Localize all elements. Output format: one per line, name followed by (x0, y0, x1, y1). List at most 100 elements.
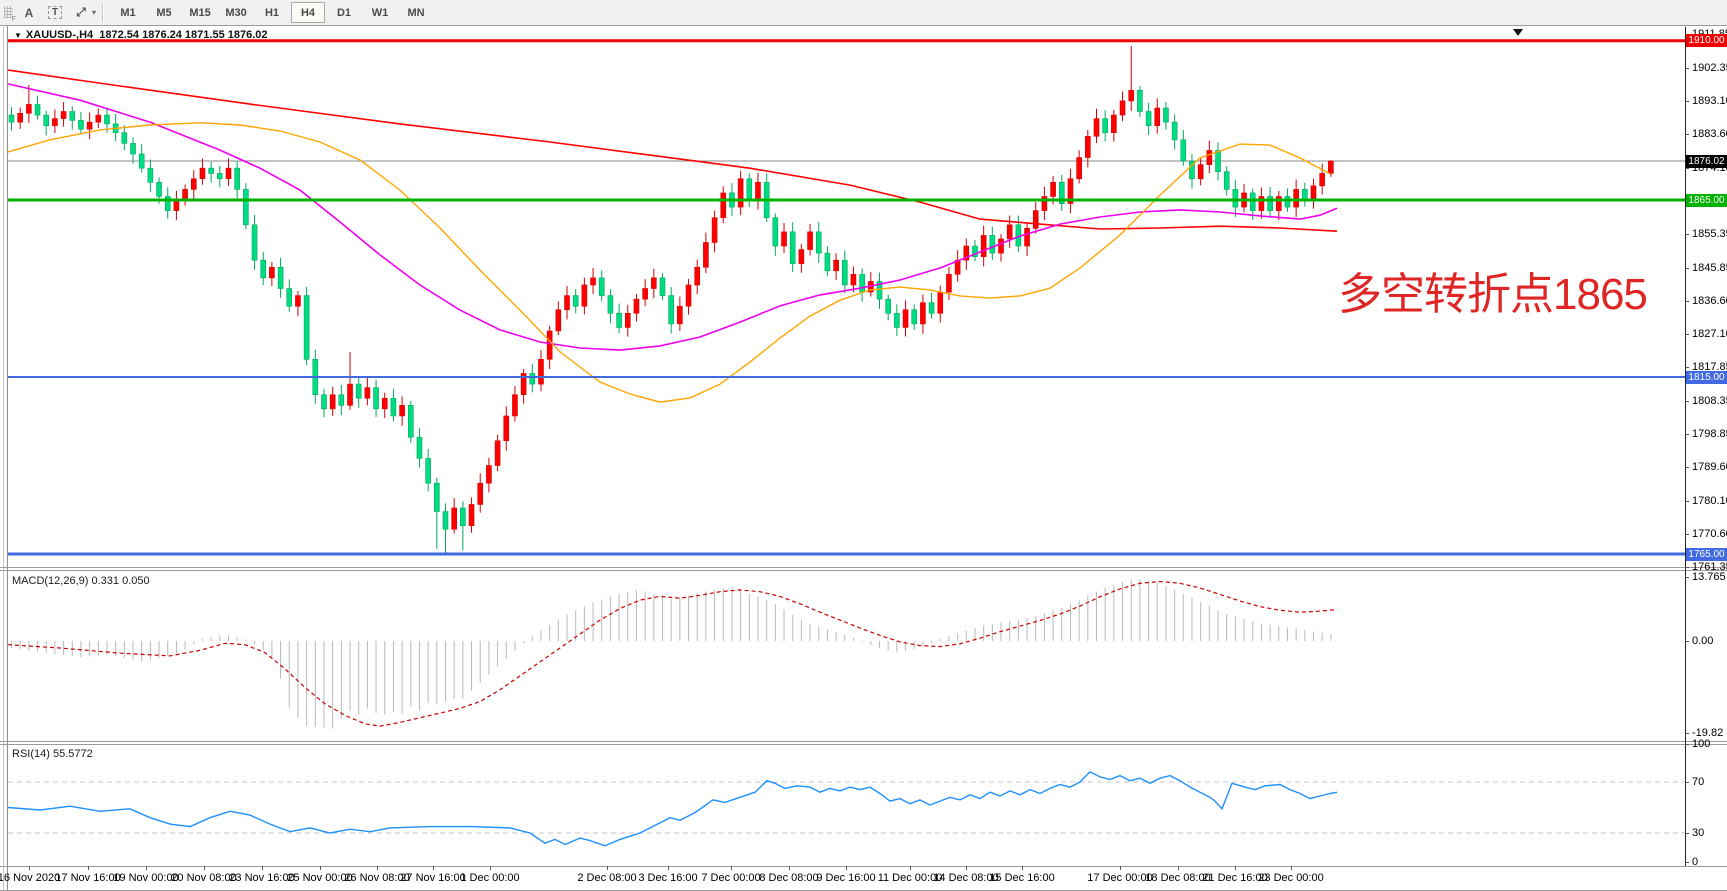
macd-tick-mark (1685, 641, 1689, 642)
price-tick-mark (1685, 366, 1689, 368)
candle-body (1180, 139, 1187, 162)
chart-window[interactable] (0, 25, 1727, 891)
candle-body (95, 114, 102, 123)
candle-body (703, 242, 709, 268)
candle-body (937, 291, 944, 314)
rsi-tick-mark (1685, 743, 1689, 745)
arrows-tool-icon[interactable]: ⤢ (76, 5, 86, 19)
candle-body (138, 153, 145, 169)
time-tick-mark (607, 866, 608, 870)
pane-separator[interactable] (0, 744, 1727, 745)
candle-body (512, 394, 518, 417)
pane-separator[interactable] (0, 741, 1727, 742)
pane-separator[interactable] (0, 570, 1727, 571)
candle-body (364, 387, 371, 399)
timeframe-button-w1[interactable]: W1 (371, 6, 389, 19)
toolbar-grip-icon[interactable]: F (2, 3, 16, 23)
chart-shift-marker[interactable] (1513, 29, 1523, 36)
toolbar: F A T ⤢ ▾ M1 M5 M15 M30 H1 H4 D1 W1 MN (0, 0, 1727, 26)
pane-separator[interactable] (0, 567, 1727, 568)
timeframe-button-m30[interactable]: M30 (225, 6, 247, 19)
rsi-tick-label: 70 (1692, 776, 1705, 788)
candle-body (156, 182, 162, 197)
candle-body (1050, 182, 1056, 197)
price-tick-mark (1685, 134, 1689, 136)
macd-tick-mark (1685, 576, 1689, 578)
candle-body (217, 173, 223, 180)
candle-body (546, 330, 553, 360)
time-tick-mark (668, 866, 669, 870)
candle-body (329, 394, 336, 410)
time-tick-label: 9 Dec 16:00 (816, 872, 876, 884)
price-tick-mark (1685, 300, 1689, 302)
candle-body (1128, 89, 1135, 102)
price-chip-1765.00: 1765.00 (1686, 547, 1727, 561)
price-tick-mark (1685, 267, 1689, 269)
timeframe-button-mn[interactable]: MN (407, 6, 425, 19)
ohlc-values: 1872.54 1876.24 1871.55 1876.02 (99, 29, 268, 41)
candle-body (321, 394, 327, 410)
text-tool-icon[interactable]: T (43, 2, 67, 23)
candle-body (34, 104, 41, 116)
time-axis-border (0, 866, 1727, 867)
candle-body (234, 167, 240, 190)
timeframe-button-group: M1 M5 M15 M30 H1 H4 D1 W1 MN (110, 2, 434, 23)
rsi-tick-mark (1685, 782, 1689, 783)
candle-body (894, 312, 900, 328)
rsi-label: RSI(14) 55.5772 (12, 748, 93, 760)
font-tool-icon[interactable]: A (24, 5, 34, 20)
chart-ohlc-header: ▼ XAUUSD-,H4 1872.54 1876.24 1871.55 1876… (14, 29, 268, 41)
window-border-left-outer (3, 25, 4, 891)
price-tick-mark (1685, 434, 1689, 436)
candle-body (902, 309, 909, 328)
candle-body (651, 277, 657, 289)
chinese-annotation-text: 多空转折点1865 (1338, 270, 1648, 319)
rsi-pane[interactable] (0, 744, 1727, 866)
timeframe-button-h4[interactable]: H4 (291, 2, 326, 23)
candle-body (624, 312, 631, 328)
price-tick-label: 1770.60 (1692, 528, 1727, 541)
timeframe-button-m5[interactable]: M5 (156, 6, 172, 19)
time-tick-mark (146, 866, 147, 870)
symbol-dropdown-icon[interactable]: ▼ (14, 31, 22, 40)
candle-body (572, 295, 579, 307)
price-tick-mark (1685, 67, 1689, 69)
candle-body (442, 511, 449, 530)
time-tick-label: 23 Dec 00:00 (1258, 872, 1324, 884)
macd-pane[interactable] (0, 571, 1727, 741)
candle-body (286, 288, 293, 307)
dropdown-caret-icon[interactable]: ▾ (92, 8, 97, 17)
candle-body (946, 274, 952, 293)
time-tick-label: 20 Nov 08:00 (171, 872, 237, 884)
timeframe-button-m1[interactable]: M1 (120, 6, 136, 19)
candle-body (1006, 224, 1013, 240)
timeframe-button-h1[interactable]: H1 (264, 6, 280, 19)
main-price-pane[interactable] (0, 27, 1727, 567)
candle-body (833, 259, 839, 272)
time-tick-label: 23 Nov 16:00 (229, 872, 295, 884)
candle-body (173, 199, 180, 211)
candle-body (633, 298, 640, 314)
candle-body (555, 309, 562, 332)
candle-body (998, 238, 1004, 254)
time-tick-mark (490, 866, 491, 870)
candle-body (1189, 160, 1195, 180)
candle-body (781, 231, 787, 247)
time-tick-label: 15 Dec 16:00 (989, 872, 1055, 884)
time-tick-label: 21 Dec 16:00 (1202, 872, 1268, 884)
candle-body (121, 132, 128, 144)
time-tick-label: 19 Nov 00:00 (113, 872, 179, 884)
candle-body (616, 312, 622, 328)
candle-body (43, 114, 50, 126)
price-tick-label: 1780.10 (1692, 494, 1727, 507)
candle-body (277, 266, 284, 289)
candle-body (199, 167, 206, 180)
candle-body (798, 249, 805, 265)
candle-body (1232, 189, 1239, 208)
candle-body (373, 387, 379, 410)
price-tick-label: 1893.10 (1692, 94, 1727, 107)
timeframe-button-m15[interactable]: M15 (189, 6, 211, 19)
candle-body (755, 182, 761, 201)
timeframe-button-d1[interactable]: D1 (336, 6, 352, 19)
rsi-tick-label: 0 (1692, 856, 1699, 868)
